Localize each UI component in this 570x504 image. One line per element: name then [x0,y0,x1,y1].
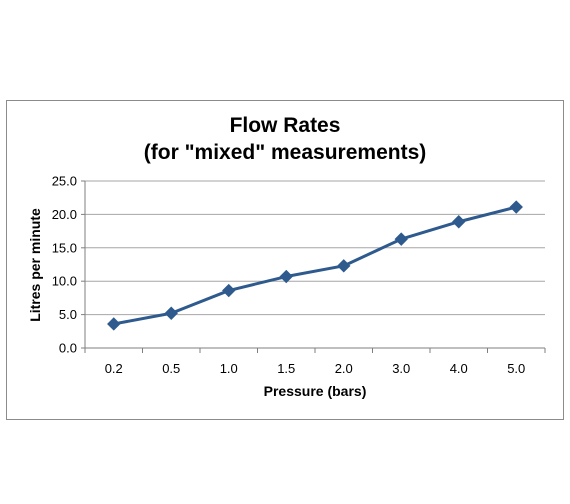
chart-subtitle: (for "mixed" measurements) [143,141,427,164]
y-tick-label: 5.0 [59,307,77,322]
data-point [222,283,236,298]
y-axis-label: Litres per minute [27,208,43,322]
x-tick-label: 0.2 [105,361,123,376]
series-line [113,205,517,326]
data-point [279,269,293,284]
x-tick-label: 0.5 [162,361,180,376]
y-tick-label: 10.0 [52,274,77,289]
x-tick-label: 2.0 [335,361,353,376]
y-axis-ticks: 0.0 5.0 10.0 15.0 20.0 25.0 [52,174,77,356]
data-point [164,306,178,320]
data-point [452,215,466,229]
y-tick-label: 15.0 [52,240,77,255]
y-tick-label: 25.0 [52,174,77,189]
data-point [337,259,351,273]
x-tick-label: 5.0 [507,361,525,376]
data-point [394,232,408,246]
y-tick-label: 20.0 [52,207,77,222]
x-tick-label: 1.0 [220,361,238,376]
x-axis-ticks: 0.2 0.5 1.0 1.5 2.0 3.0 4.0 5.0 [105,361,526,376]
data-point [509,200,523,214]
x-tick-label: 1.5 [277,361,295,376]
series-flow-rate [107,200,523,331]
data-point [107,317,121,331]
gridlines [81,180,546,353]
y-tick-label: 0.0 [59,341,77,356]
chart-frame [6,100,564,420]
chart-title: Flow Rates [229,114,341,137]
x-tick-label: 3.0 [392,361,410,376]
x-tick-label: 4.0 [450,361,468,376]
x-axis-label: Pressure (bars) [264,383,367,399]
